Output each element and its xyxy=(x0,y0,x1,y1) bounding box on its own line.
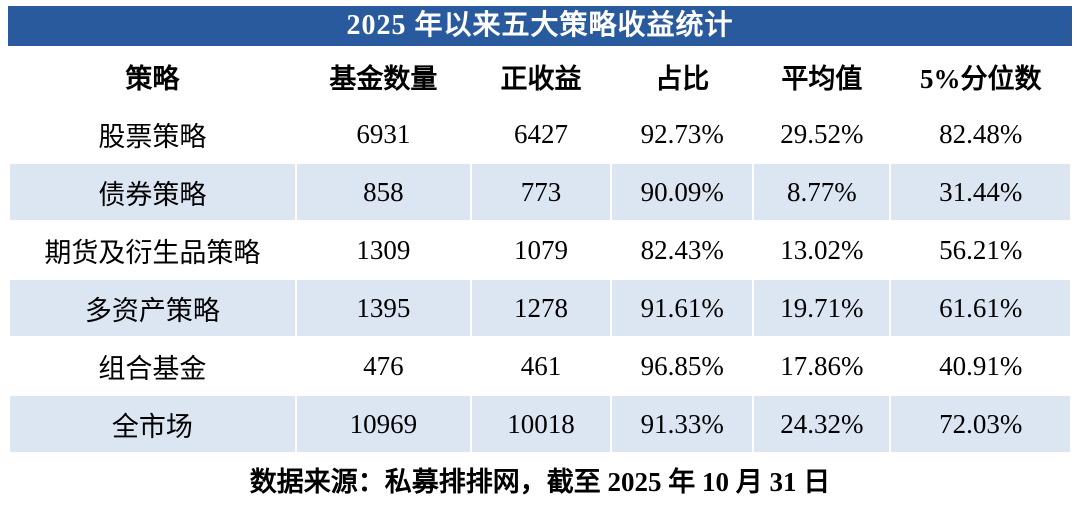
cell-positive-ratio: 92.73% xyxy=(610,104,755,164)
strategy-returns-table: 策略 基金数量 正收益 占比 平均值 5%分位数 股票策略 6931 6427 … xyxy=(8,46,1072,506)
table-row-whole-market: 全市场 10969 10018 91.33% 24.32% 72.03% xyxy=(8,394,1072,454)
cell-positive-count: 1079 xyxy=(469,220,613,280)
cell-strategy: 债券策略 xyxy=(8,162,297,222)
cell-positive-count: 461 xyxy=(469,336,613,396)
col-header-positive-count: 正收益 xyxy=(469,46,613,106)
table-row-stock-strategy: 股票策略 6931 6427 92.73% 29.52% 82.48% xyxy=(8,104,1072,164)
cell-average: 8.77% xyxy=(752,162,892,222)
cell-average: 19.71% xyxy=(752,278,892,338)
cell-fund-count: 1309 xyxy=(294,220,472,280)
data-source-note: 数据来源：私募排排网，截至 2025 年 10 月 31 日 xyxy=(8,452,1072,506)
cell-fund-count: 476 xyxy=(294,336,472,396)
col-header-average: 平均值 xyxy=(752,46,892,106)
cell-positive-ratio: 96.85% xyxy=(610,336,755,396)
table-row-futures-derivatives-strategy: 期货及衍生品策略 1309 1079 82.43% 13.02% 56.21% xyxy=(8,220,1072,280)
cell-strategy: 全市场 xyxy=(8,394,297,454)
cell-positive-ratio: 91.61% xyxy=(610,278,755,338)
cell-5pct-quantile: 72.03% xyxy=(889,394,1072,454)
col-header-positive-ratio: 占比 xyxy=(610,46,755,106)
cell-5pct-quantile: 82.48% xyxy=(889,104,1072,164)
cell-positive-count: 1278 xyxy=(469,278,613,338)
cell-5pct-quantile: 31.44% xyxy=(889,162,1072,222)
cell-positive-ratio: 82.43% xyxy=(610,220,755,280)
cell-fund-count: 6931 xyxy=(294,104,472,164)
table-row-fund-of-funds: 组合基金 476 461 96.85% 17.86% 40.91% xyxy=(8,336,1072,396)
cell-strategy: 多资产策略 xyxy=(8,278,297,338)
cell-strategy: 组合基金 xyxy=(8,336,297,396)
table-title: 2025 年以来五大策略收益统计 xyxy=(8,6,1072,46)
cell-positive-count: 10018 xyxy=(469,394,613,454)
cell-strategy: 股票策略 xyxy=(8,104,297,164)
cell-fund-count: 1395 xyxy=(294,278,472,338)
cell-strategy: 期货及衍生品策略 xyxy=(8,220,297,280)
cell-5pct-quantile: 40.91% xyxy=(889,336,1072,396)
cell-average: 17.86% xyxy=(752,336,892,396)
table-row-multi-asset-strategy: 多资产策略 1395 1278 91.61% 19.71% 61.61% xyxy=(8,278,1072,338)
cell-positive-ratio: 90.09% xyxy=(610,162,755,222)
footer-row: 数据来源：私募排排网，截至 2025 年 10 月 31 日 xyxy=(8,452,1072,506)
cell-fund-count: 10969 xyxy=(294,394,472,454)
cell-average: 29.52% xyxy=(752,104,892,164)
cell-5pct-quantile: 56.21% xyxy=(889,220,1072,280)
col-header-strategy: 策略 xyxy=(8,46,297,106)
cell-fund-count: 858 xyxy=(294,162,472,222)
cell-positive-ratio: 91.33% xyxy=(610,394,755,454)
header-row: 策略 基金数量 正收益 占比 平均值 5%分位数 xyxy=(8,46,1072,106)
cell-positive-count: 773 xyxy=(469,162,613,222)
cell-positive-count: 6427 xyxy=(469,104,613,164)
cell-5pct-quantile: 61.61% xyxy=(889,278,1072,338)
col-header-5pct-quantile: 5%分位数 xyxy=(889,46,1072,106)
col-header-fund-count: 基金数量 xyxy=(294,46,472,106)
cell-average: 24.32% xyxy=(752,394,892,454)
table-row-bond-strategy: 债券策略 858 773 90.09% 8.77% 31.44% xyxy=(8,162,1072,222)
cell-average: 13.02% xyxy=(752,220,892,280)
